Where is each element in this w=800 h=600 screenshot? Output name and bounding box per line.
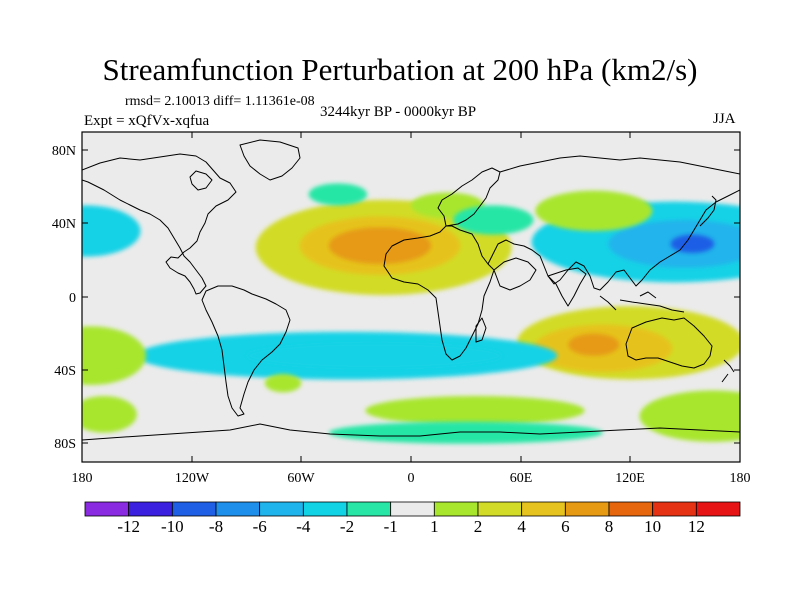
coastline-japan xyxy=(699,195,717,227)
colorbar-swatch xyxy=(521,501,566,517)
coastline-greenland xyxy=(239,139,301,181)
colorbar-label: 4 xyxy=(517,517,526,536)
anomaly-region xyxy=(82,205,141,257)
colorbar-label: -1 xyxy=(384,517,398,536)
colorbar-swatch xyxy=(215,501,261,517)
lat-tick-label: 80N xyxy=(52,144,76,159)
lon-tick-label: 180 xyxy=(730,471,751,486)
coastline-arabia xyxy=(493,257,537,291)
lat-tick-label: 40N xyxy=(52,217,76,232)
colorbar-label: -8 xyxy=(209,517,223,536)
colorbar-label: -6 xyxy=(253,517,267,536)
anomaly-region xyxy=(453,205,534,235)
colorbar: -12 -10 -8 -6 -4 -2 -1 1 2 4 6 8 10 12 xyxy=(84,501,741,536)
colorbar-label: -12 xyxy=(117,517,140,536)
anomaly-region xyxy=(535,190,653,231)
lat-tick-label: 40S xyxy=(54,364,76,379)
anomaly-region xyxy=(328,421,603,444)
colorbar-swatch xyxy=(84,501,130,517)
axis-ticks xyxy=(81,132,741,462)
period-text: 3244kyr BP - 0000kyr BP xyxy=(320,104,477,120)
colorbar-swatch xyxy=(652,501,697,517)
stats-text: rmsd= 2.10013 diff= 1.11361e-08 xyxy=(125,94,315,109)
colorbar-swatch xyxy=(128,501,173,517)
colorbar-swatch xyxy=(564,501,610,517)
lon-tick-label: 60W xyxy=(287,471,315,486)
coastline-hudson-bay xyxy=(189,170,213,191)
lon-tick-label: 60E xyxy=(510,471,533,486)
colorbar-label: 10 xyxy=(644,517,661,536)
coastline-india xyxy=(547,267,587,307)
colorbar-label: 1 xyxy=(430,517,439,536)
anomaly-region xyxy=(639,390,740,442)
coastline-australia xyxy=(625,317,713,369)
anomaly-region xyxy=(308,183,368,206)
lon-tick-label: 180 xyxy=(72,471,93,486)
coastline-south-america xyxy=(201,285,291,417)
lon-tick-label: 120E xyxy=(615,471,645,486)
anomaly-region xyxy=(365,396,585,426)
map-title: Streamfunction Perturbation at 200 hPa (… xyxy=(102,52,698,87)
coastline-antarctica xyxy=(82,423,740,441)
coastline-north-america xyxy=(82,153,237,295)
lat-tick-label: 0 xyxy=(69,291,76,306)
coastline-europe-africa xyxy=(383,167,501,361)
colorbar-label: 12 xyxy=(688,517,705,536)
anomaly-region xyxy=(328,227,432,264)
coastline-madagascar xyxy=(475,317,487,343)
coastline-new-zealand xyxy=(721,359,735,383)
lon-tick-label: 0 xyxy=(408,471,415,486)
colorbar-swatch xyxy=(477,501,523,517)
colorbar-label: 8 xyxy=(605,517,614,536)
colorbar-label: 6 xyxy=(561,517,570,536)
colorbar-label: 2 xyxy=(474,517,483,536)
anomaly-region xyxy=(264,374,302,393)
anomaly-region xyxy=(670,234,715,253)
colorbar-swatch xyxy=(259,501,304,517)
colorbar-label: -10 xyxy=(161,517,184,536)
lat-tick-label: 80S xyxy=(54,437,76,452)
anomaly-region xyxy=(246,342,503,369)
anomaly-region xyxy=(82,396,137,433)
colorbar-swatch xyxy=(302,501,348,517)
colorbar-swatch xyxy=(608,501,654,517)
season-text: JJA xyxy=(713,111,736,127)
colorbar-swatch xyxy=(695,501,741,517)
colorbar-swatch xyxy=(433,501,479,517)
anomaly-region xyxy=(568,333,620,356)
experiment-text: Expt = xQfVx-xqfua xyxy=(84,113,210,129)
lon-tick-label: 120W xyxy=(175,471,210,486)
colorbar-label: -4 xyxy=(296,517,311,536)
colorbar-swatch xyxy=(346,501,392,517)
colorbar-label: -2 xyxy=(340,517,354,536)
colorbar-swatch xyxy=(171,501,217,517)
anomaly-region xyxy=(82,326,146,385)
colorbar-swatch xyxy=(390,501,435,517)
coastline-indonesia xyxy=(599,291,685,313)
coastline-asia xyxy=(487,155,740,291)
